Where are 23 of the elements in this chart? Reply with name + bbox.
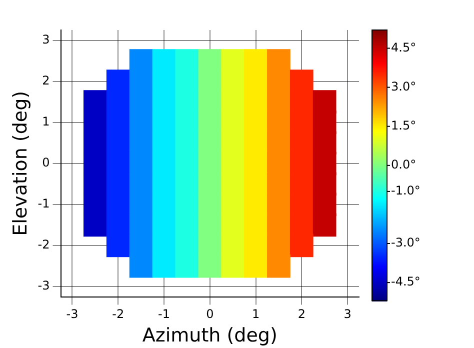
y-tick-label: -1 [38,196,50,211]
x-tick-label: -3 [66,307,78,322]
x-axis-title: Azimuth (deg) [142,324,278,347]
color-bar-label: -4.5° [391,274,420,289]
y-tick-label: 2 [42,73,50,88]
y-tick-label: 3 [42,32,50,46]
color-bar-label: 4.5° [391,40,416,54]
x-tick-label: 2 [298,307,306,322]
color-bar-label: 1.5° [391,118,416,132]
x-tick-label: 3 [344,307,352,322]
color-bar-label: -1.0° [391,184,420,198]
y-tick-label: 1 [42,114,50,128]
x-tick-label: -1 [158,307,170,322]
x-tick-label: -2 [112,307,124,322]
y-tick-label: -2 [38,238,50,252]
color-bar-label: -3.0° [391,236,420,250]
color-bar-label: 3.0° [391,79,416,94]
y-tick-label: -3 [38,278,50,293]
x-tick-label: 0 [206,307,214,322]
y-tick-label: 0 [42,156,50,170]
y-axis-title: Elevation (deg) [9,90,32,236]
x-tick-label: 1 [252,307,260,322]
color-bar-label: 0.0° [391,158,416,172]
